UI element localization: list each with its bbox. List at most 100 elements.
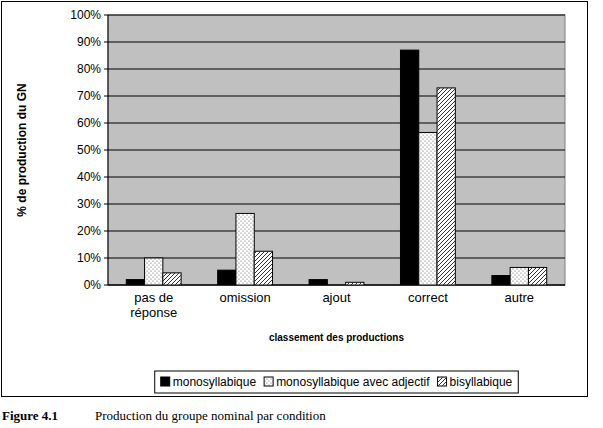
bar-group <box>528 267 546 285</box>
grid-line <box>108 96 565 97</box>
bar-group <box>163 273 181 285</box>
grid-line <box>108 177 565 178</box>
x-tick-label: pas deréponse <box>130 290 177 320</box>
y-tick-label: 30% <box>77 197 101 211</box>
bar <box>126 280 144 285</box>
x-tick-label-line: autre <box>504 290 534 305</box>
y-tick <box>104 258 108 259</box>
x-tick-label-line: réponse <box>130 305 177 320</box>
bar <box>437 88 455 285</box>
chart-svg: 0% 10% 20% 30% 40% 50% 60% 70% 80% 90% 100% pas der… <box>0 0 603 428</box>
legend-item: monosyllabique <box>161 375 257 389</box>
legend-swatch-pattern <box>438 377 447 386</box>
x-tick-label-line: omission <box>219 290 270 305</box>
legend-swatch-pattern <box>264 377 273 386</box>
legend-label: monosyllabique <box>173 375 257 389</box>
bar-group <box>346 282 364 285</box>
bar-pattern <box>528 267 546 285</box>
bar-pattern <box>254 251 272 285</box>
legend-box <box>155 371 519 393</box>
y-tick-label: 0% <box>84 278 102 292</box>
bar <box>400 50 418 285</box>
y-tick <box>104 123 108 124</box>
x-tick-label: autre <box>504 290 534 305</box>
bar <box>419 132 437 285</box>
legend: monosyllabique monosyllabique avec adject… <box>155 371 519 393</box>
bar-group <box>400 50 418 285</box>
bar-group <box>437 88 455 285</box>
y-tick <box>104 177 108 178</box>
bar-pattern <box>346 282 364 285</box>
bar <box>145 258 163 285</box>
bar <box>163 273 181 285</box>
figure-frame <box>2 2 588 397</box>
legend-item: bisyllabique <box>438 375 513 389</box>
grid-line <box>108 42 565 43</box>
bar <box>528 267 546 285</box>
y-tick <box>104 204 108 205</box>
y-tick <box>104 285 108 286</box>
legend-label: monosyllabique avec adjectif <box>276 375 430 389</box>
bar-pattern <box>163 273 181 285</box>
legend-swatch <box>264 377 273 386</box>
y-tick <box>104 42 108 43</box>
bar-group <box>126 280 144 285</box>
bar-pattern <box>145 258 163 285</box>
bars <box>126 50 546 285</box>
x-axis-title: classement des productions <box>269 332 404 343</box>
y-tick <box>104 15 108 16</box>
grid-line <box>108 15 565 16</box>
bar-group <box>218 270 236 285</box>
y-tick-label: 60% <box>77 116 101 130</box>
figure-label: Figure 4.1 <box>2 408 58 423</box>
bar <box>346 282 364 285</box>
bar <box>327 285 345 286</box>
bar-pattern <box>419 132 437 285</box>
bar <box>254 251 272 285</box>
legend-label: bisyllabique <box>450 375 513 389</box>
x-tick-label: ajout <box>322 290 351 305</box>
plot-area <box>108 15 565 285</box>
bar-pattern <box>236 213 254 285</box>
bar-group <box>254 251 272 285</box>
bar-group <box>510 267 528 285</box>
y-tick-label: 100% <box>70 8 101 22</box>
y-tick-label: 70% <box>77 89 101 103</box>
y-axis <box>108 15 109 285</box>
bar <box>492 276 510 285</box>
y-tick-label: 20% <box>77 224 101 238</box>
bar-group <box>309 280 327 285</box>
bar <box>218 270 236 285</box>
y-tick-label: 40% <box>77 170 101 184</box>
bar-pattern <box>437 88 455 285</box>
bar-group <box>492 276 510 285</box>
y-axis-title: % de production du GN <box>15 83 29 216</box>
y-tick <box>104 69 108 70</box>
x-tick-label-line: correct <box>408 290 448 305</box>
bar <box>510 267 528 285</box>
grid-line <box>108 123 565 124</box>
bar-pattern <box>510 267 528 285</box>
x-tick-label-line: pas de <box>134 290 173 305</box>
grid-line <box>108 231 565 232</box>
legend-swatch <box>438 377 447 386</box>
grid-line <box>108 258 565 259</box>
y-tick <box>104 150 108 151</box>
bar <box>236 213 254 285</box>
y-tick <box>104 96 108 97</box>
figure-title: Production du groupe nominal par conditi… <box>95 408 326 423</box>
x-tick-label-line: ajout <box>322 290 351 305</box>
y-tick-label: 50% <box>77 143 101 157</box>
bar-group <box>419 132 437 285</box>
grid-line <box>108 150 565 151</box>
grid-line <box>108 69 565 70</box>
x-tick-label: omission <box>219 290 270 305</box>
grid-line <box>108 204 565 205</box>
y-tick-label: 10% <box>77 251 101 265</box>
y-tick-label: 90% <box>77 35 101 49</box>
bar-group <box>236 213 254 285</box>
y-tick-label: 80% <box>77 62 101 76</box>
bar <box>309 280 327 285</box>
legend-item: monosyllabique avec adjectif <box>264 375 430 389</box>
bar-group <box>145 258 163 285</box>
